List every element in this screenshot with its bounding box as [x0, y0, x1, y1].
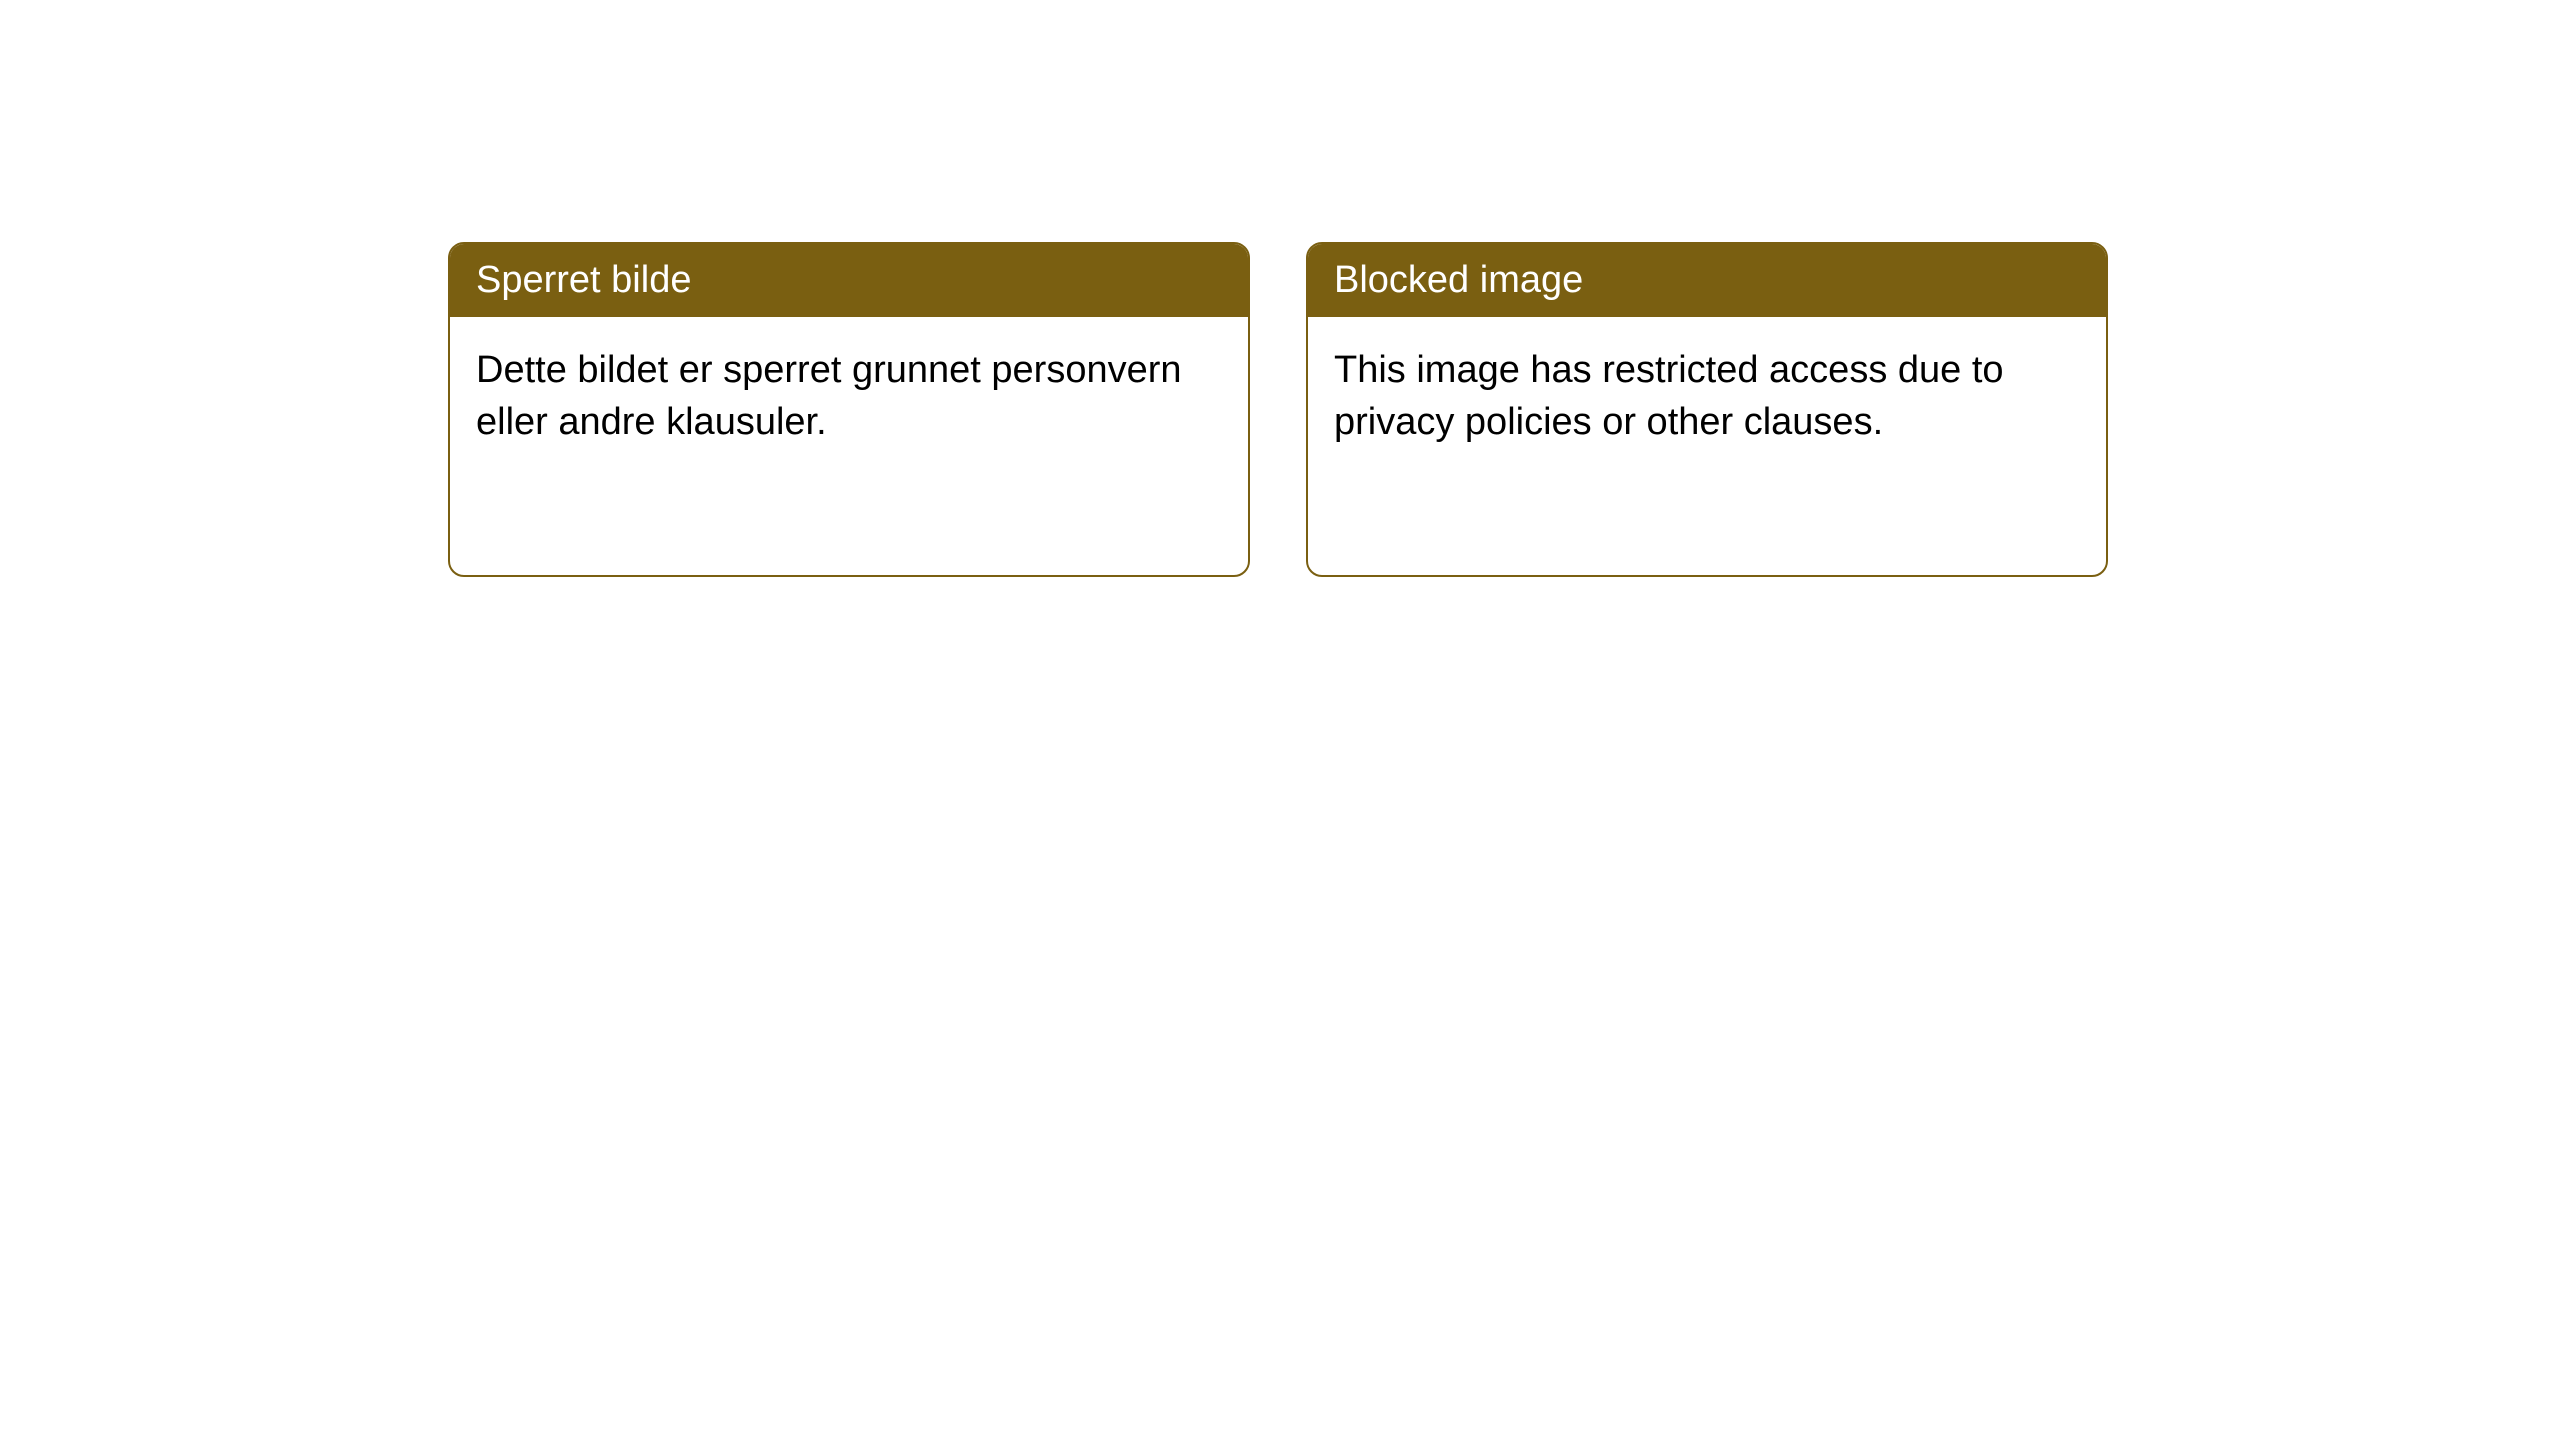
notice-header: Blocked image — [1308, 244, 2106, 317]
notice-container: Sperret bilde Dette bildet er sperret gr… — [0, 0, 2560, 577]
notice-body: This image has restricted access due to … — [1308, 317, 2106, 476]
notice-box-english: Blocked image This image has restricted … — [1306, 242, 2108, 577]
notice-header: Sperret bilde — [450, 244, 1248, 317]
notice-text: This image has restricted access due to … — [1334, 349, 2004, 442]
notice-title: Sperret bilde — [476, 259, 691, 301]
notice-body: Dette bildet er sperret grunnet personve… — [450, 317, 1248, 476]
notice-text: Dette bildet er sperret grunnet personve… — [476, 349, 1182, 442]
notice-box-norwegian: Sperret bilde Dette bildet er sperret gr… — [448, 242, 1250, 577]
notice-title: Blocked image — [1334, 259, 1583, 301]
